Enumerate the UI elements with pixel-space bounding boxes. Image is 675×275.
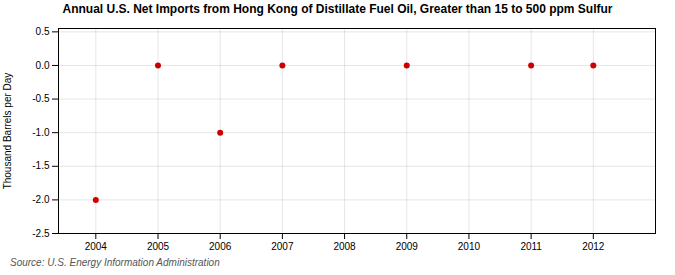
svg-text:-1.5: -1.5 — [32, 160, 50, 171]
html-text:Source: U.S. Energy Informatio: Source: U.S. Energy Information Administ… — [10, 257, 220, 268]
svg-text:2009: 2009 — [396, 241, 419, 252]
svg-text:2004: 2004 — [85, 241, 108, 252]
svg-text:-0.5: -0.5 — [32, 93, 50, 104]
svg-text:2008: 2008 — [333, 241, 356, 252]
svg-text:2011: 2011 — [520, 241, 542, 252]
html-text:Annual U.S. Net Imports from H: Annual U.S. Net Imports from Hong Kong o… — [62, 2, 613, 16]
svg-text:-2.0: -2.0 — [32, 194, 50, 205]
svg-text:2006: 2006 — [209, 241, 232, 252]
svg-text:2012: 2012 — [582, 241, 605, 252]
svg-text:0.5: 0.5 — [36, 26, 50, 37]
svg-text:2010: 2010 — [458, 241, 481, 252]
svg-text:0.0: 0.0 — [36, 60, 50, 71]
svg-text:-2.5: -2.5 — [32, 228, 50, 239]
svg-text:Thousand Barrels per Day: Thousand Barrels per Day — [2, 73, 13, 190]
svg-text:2005: 2005 — [147, 241, 170, 252]
svg-text:-1.0: -1.0 — [32, 127, 50, 138]
svg-text:2007: 2007 — [271, 241, 294, 252]
